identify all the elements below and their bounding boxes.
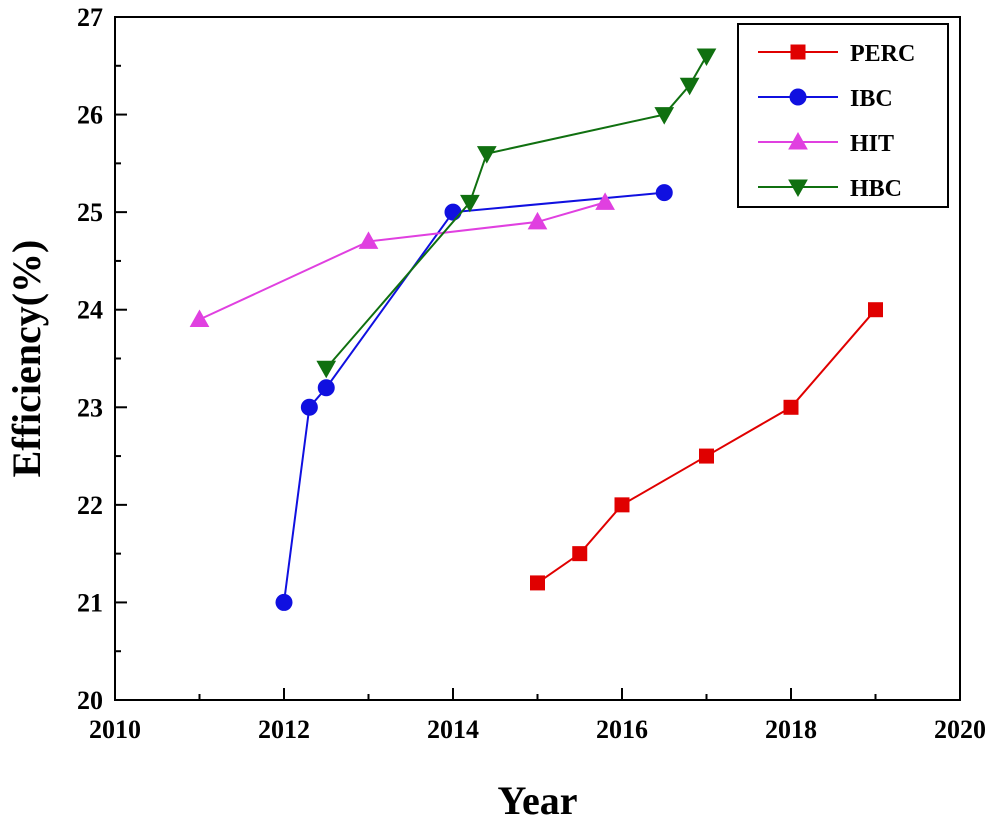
data-point [275,593,293,611]
series-line [536,309,877,584]
y-tick-label: 24 [77,296,103,325]
x-tick-label: 2012 [258,715,310,744]
data-point [654,107,675,125]
legend-item-perc: PERC [758,41,915,67]
y-tick-label: 21 [77,588,103,617]
x-tick-label: 2020 [934,715,986,744]
data-point [614,497,630,513]
y-tick-label: 22 [77,491,103,520]
data-point [696,48,717,67]
y-tick-label: 20 [77,686,103,715]
series-hbc [316,48,717,379]
data-point [527,211,548,230]
data-point [460,194,480,213]
data-point [783,399,799,415]
data-point [868,302,883,318]
series-ibc [275,184,673,611]
data-point [572,546,588,562]
legend-box [737,23,949,208]
data-point [300,398,318,416]
series-hit [189,192,615,327]
legend-marker [790,44,806,60]
legend-label: IBC [850,86,893,112]
data-point [679,77,700,96]
y-tick-label: 23 [77,393,103,422]
legend-item-hbc: HBC [758,176,902,202]
legend-item-hit: HIT [758,131,894,157]
y-tick-label: 27 [77,3,103,32]
legend-marker [788,131,808,150]
legend-label: HIT [850,131,894,157]
data-point [444,203,462,221]
x-tick-label: 2016 [596,715,648,744]
data-point [476,146,497,164]
series-line [199,201,606,321]
legend: PERC IBC HIT HBC [737,23,949,208]
data-point [189,309,210,327]
data-point [317,379,335,397]
x-axis-title: Year [498,778,578,821]
legend-label: HBC [850,176,902,202]
legend-label: PERC [850,41,915,67]
data-point [316,360,337,379]
y-axis-title: Efficiency(%) [4,240,49,478]
series-line [325,55,708,369]
y-tick-label: 26 [77,101,103,130]
legend-marker [789,88,807,106]
x-tick-label: 2010 [89,715,141,744]
data-point [699,448,714,464]
x-tick-label: 2018 [765,715,817,744]
series-layer [189,48,883,611]
data-point [655,184,673,202]
data-point [358,231,379,249]
legend-marker [788,179,808,198]
series-perc [530,302,883,591]
legend-item-ibc: IBC [758,86,893,112]
data-point [595,192,615,210]
x-tick-label: 2014 [427,715,479,744]
y-tick-label: 25 [77,198,103,227]
data-point [530,575,545,591]
